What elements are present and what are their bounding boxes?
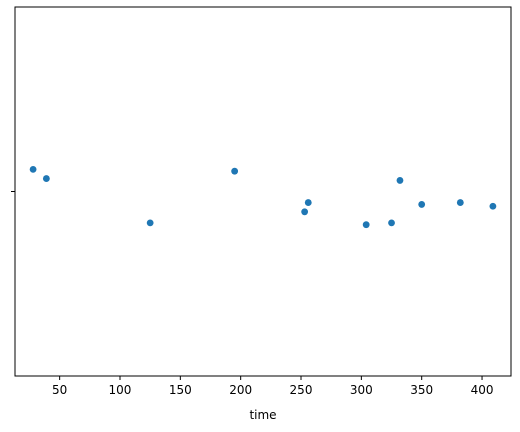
x-tick-label: 350 — [410, 383, 433, 397]
x-tick-label: 150 — [169, 383, 192, 397]
x-axis-ticks: 50 100 150 200 250 300 350 400 — [52, 376, 493, 397]
data-point-1 — [29, 165, 37, 173]
data-point-12 — [489, 202, 497, 210]
data-point-10 — [418, 201, 426, 208]
data-point-9 — [396, 177, 404, 184]
data-point-6 — [304, 199, 312, 206]
data-point-5 — [301, 208, 309, 216]
data-point-11 — [456, 199, 464, 206]
data-points — [29, 165, 497, 229]
x-tick-label: 200 — [229, 383, 252, 397]
x-tick-label: 300 — [350, 383, 373, 397]
data-point-3 — [146, 219, 154, 227]
x-tick-label: 250 — [290, 383, 313, 397]
x-tick-label: 400 — [471, 383, 494, 397]
x-tick-label: 100 — [109, 383, 132, 397]
data-point-2 — [42, 175, 50, 182]
data-point-7 — [362, 221, 370, 229]
plot-area — [15, 7, 511, 376]
data-point-8 — [388, 219, 395, 227]
x-axis-label: time — [249, 408, 276, 422]
data-point-4 — [231, 167, 239, 175]
x-tick-label: 50 — [52, 383, 67, 397]
